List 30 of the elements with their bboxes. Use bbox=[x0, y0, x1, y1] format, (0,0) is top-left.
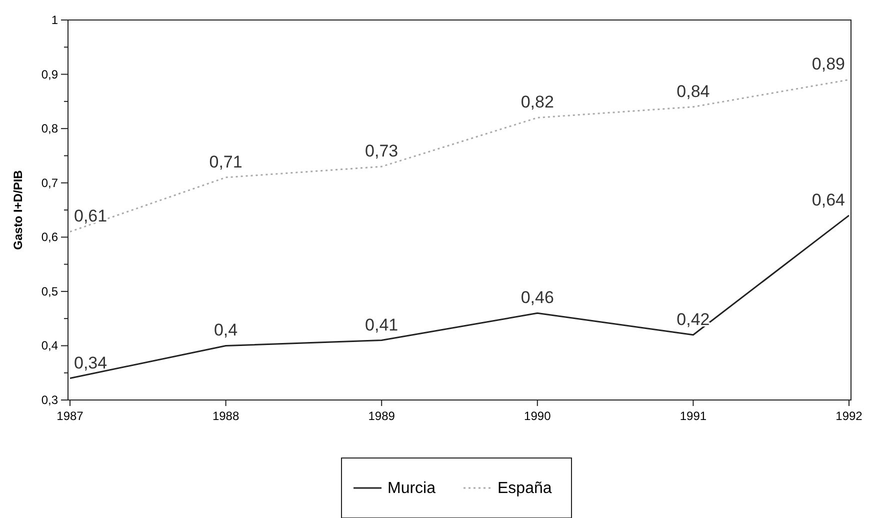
line-series bbox=[69, 78, 850, 232]
y-tick-label: 0,3 bbox=[41, 393, 58, 407]
data-label: 0,34 bbox=[74, 353, 108, 372]
y-tick-label: 0,5 bbox=[41, 284, 58, 298]
data-label: 0,4 bbox=[214, 320, 238, 340]
y-axis-title: Gasto I+D/PIB bbox=[11, 170, 25, 250]
legend-label: Murcia bbox=[388, 480, 436, 497]
data-label: 0,73 bbox=[365, 142, 398, 161]
y-tick-label: 0,4 bbox=[41, 338, 58, 353]
data-label: 0,82 bbox=[520, 92, 554, 112]
x-tick-label: 1991 bbox=[680, 409, 707, 423]
y-tick-label: 1 bbox=[51, 13, 58, 27]
data-label: 0,84 bbox=[676, 82, 710, 101]
data-label: 0,64 bbox=[812, 190, 845, 210]
legend-label: España bbox=[498, 480, 552, 497]
x-tick-label: 1987 bbox=[56, 409, 84, 423]
data-label: 0,41 bbox=[365, 315, 398, 334]
data-label: 0,61 bbox=[74, 206, 108, 226]
data-label: 0,46 bbox=[520, 288, 554, 308]
x-tick-label: 1990 bbox=[524, 409, 552, 423]
x-tick-label: 1988 bbox=[212, 409, 240, 423]
y-tick-label: 0,6 bbox=[41, 230, 58, 244]
y-tick-label: 0,9 bbox=[41, 67, 58, 82]
x-tick-label: 1989 bbox=[368, 409, 396, 423]
x-tick-label: 1992 bbox=[836, 409, 863, 423]
data-label: 0,42 bbox=[676, 310, 710, 329]
y-tick-label: 0,7 bbox=[41, 176, 58, 190]
data-label: 0,89 bbox=[812, 54, 845, 74]
data-label: 0,71 bbox=[209, 152, 242, 172]
y-tick-label: 0,8 bbox=[41, 122, 58, 136]
